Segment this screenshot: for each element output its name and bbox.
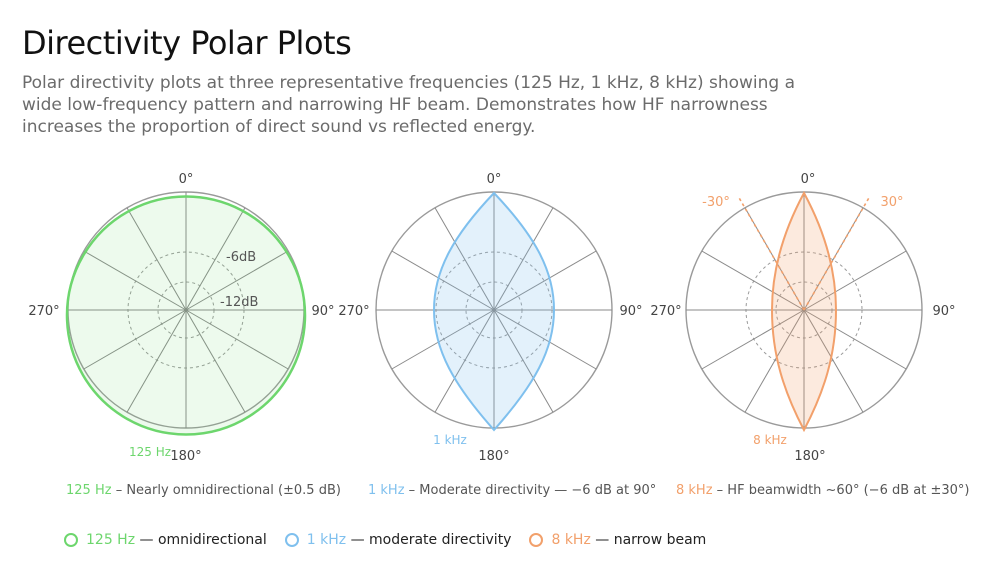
spoke-330deg xyxy=(434,207,495,311)
legend-item-125hz: 125 Hz — omnidirectional xyxy=(64,532,267,548)
circle-swatch-icon xyxy=(284,533,299,547)
polar-grid xyxy=(375,191,613,429)
page-title: Directivity Polar Plots xyxy=(22,24,352,62)
legend-item-8khz: 8 kHz — narrow beam xyxy=(529,532,706,548)
ring-label-12db: -12dB xyxy=(220,295,258,310)
legend-item-1khz: 1 kHz — moderate directivity xyxy=(284,532,512,548)
angle-label-top: 0° xyxy=(487,172,502,187)
polar-plot-1khz: 0° 90° 180° 270° 1 kHz xyxy=(334,160,654,470)
caption-freq: 125 Hz xyxy=(66,483,112,498)
angle-label-right: 90° xyxy=(311,304,334,319)
caption-text: – Moderate directivity — −6 dB at 90° xyxy=(408,483,657,498)
spoke-120deg xyxy=(185,309,289,370)
caption-1khz: 1 kHz – Moderate directivity — −6 dB at … xyxy=(368,483,656,498)
spoke-210deg xyxy=(744,309,805,413)
polar-svg-8khz: 0° 90° 180° 270° -30° 30° 8 kHz xyxy=(650,172,955,464)
spoke-150deg xyxy=(803,309,864,413)
caption-8khz: 8 kHz – HF beamwidth ~60° (−6 dB at ±30°… xyxy=(676,483,969,498)
circle-swatch-icon xyxy=(529,533,544,547)
caption-125hz: 125 Hz – Nearly omnidirectional (±0.5 dB… xyxy=(66,483,341,498)
caption-text: – Nearly omnidirectional (±0.5 dB) xyxy=(115,483,341,498)
beam-line-left xyxy=(737,195,805,311)
freq-label-125hz: 125 Hz xyxy=(129,445,171,459)
polar-plot-125hz: 0° 90° 180° 270° -6dB -12dB 125 Hz xyxy=(26,160,346,470)
ring-label-6db: -6dB xyxy=(226,250,256,265)
freq-label-8khz: 8 kHz xyxy=(753,433,787,447)
pattern-125hz xyxy=(65,195,307,436)
pattern-8khz xyxy=(770,190,838,433)
spoke-150deg xyxy=(493,309,554,413)
polar-plot-8khz: 0° 90° 180° 270° -30° 30° 8 kHz xyxy=(644,160,964,470)
polar-plots-row: 0° 90° 180° 270° -6dB -12dB 125 Hz 0° 90… xyxy=(0,160,1000,470)
polar-svg-1khz: 0° 90° 180° 270° 1 kHz xyxy=(338,172,642,464)
spoke-300deg xyxy=(391,250,495,311)
spoke-60deg xyxy=(493,250,597,311)
angle-label-left: 270° xyxy=(28,304,59,319)
spoke-30deg xyxy=(185,207,246,311)
legend-freq: 1 kHz xyxy=(306,532,347,548)
spoke-300deg xyxy=(701,250,805,311)
spoke-240deg xyxy=(391,309,495,370)
legend-desc: — omnidirectional xyxy=(139,532,267,548)
legend-freq: 125 Hz xyxy=(86,532,136,548)
freq-label-1khz: 1 kHz xyxy=(433,433,467,447)
angle-label-bottom: 180° xyxy=(170,449,201,464)
polar-svg-125hz: 0° 90° 180° 270° -6dB -12dB 125 Hz xyxy=(28,172,334,464)
spoke-150deg xyxy=(185,309,246,413)
angle-label-left: 270° xyxy=(338,304,369,319)
angle-label-top: 0° xyxy=(179,172,194,187)
angle-label-right: 90° xyxy=(619,304,642,319)
spoke-240deg xyxy=(83,309,187,370)
caption-freq: 8 kHz xyxy=(676,483,713,498)
angle-label-bottom: 180° xyxy=(794,449,825,464)
beam-line-right xyxy=(803,195,871,311)
legend: 125 Hz — omnidirectional 1 kHz — moderat… xyxy=(64,532,724,548)
legend-desc: — moderate directivity xyxy=(350,532,512,548)
angle-label-top: 0° xyxy=(801,172,816,187)
angle-label-bottom: 180° xyxy=(478,449,509,464)
angle-label-right: 90° xyxy=(932,304,955,319)
circle-swatch-icon xyxy=(64,533,78,547)
page-subtitle: Polar directivity plots at three represe… xyxy=(22,73,796,137)
spoke-60deg xyxy=(803,250,907,311)
beam-label-left: -30° xyxy=(702,195,730,210)
beam-label-right: 30° xyxy=(880,195,903,210)
spoke-330deg xyxy=(126,207,187,311)
legend-freq: 8 kHz xyxy=(551,532,591,548)
spoke-240deg xyxy=(701,309,805,370)
pattern-1khz xyxy=(432,191,556,432)
spoke-210deg xyxy=(434,309,495,413)
spoke-120deg xyxy=(493,309,597,370)
spoke-300deg xyxy=(83,250,187,311)
spoke-210deg xyxy=(126,309,187,413)
spoke-120deg xyxy=(803,309,907,370)
polar-grid xyxy=(67,191,305,429)
legend-desc: — narrow beam xyxy=(595,532,707,548)
angle-label-left: 270° xyxy=(650,304,681,319)
spoke-30deg xyxy=(493,207,554,311)
spoke-60deg xyxy=(185,250,289,311)
caption-freq: 1 kHz xyxy=(368,483,405,498)
caption-text: – HF beamwidth ~60° (−6 dB at ±30°) xyxy=(716,483,970,498)
